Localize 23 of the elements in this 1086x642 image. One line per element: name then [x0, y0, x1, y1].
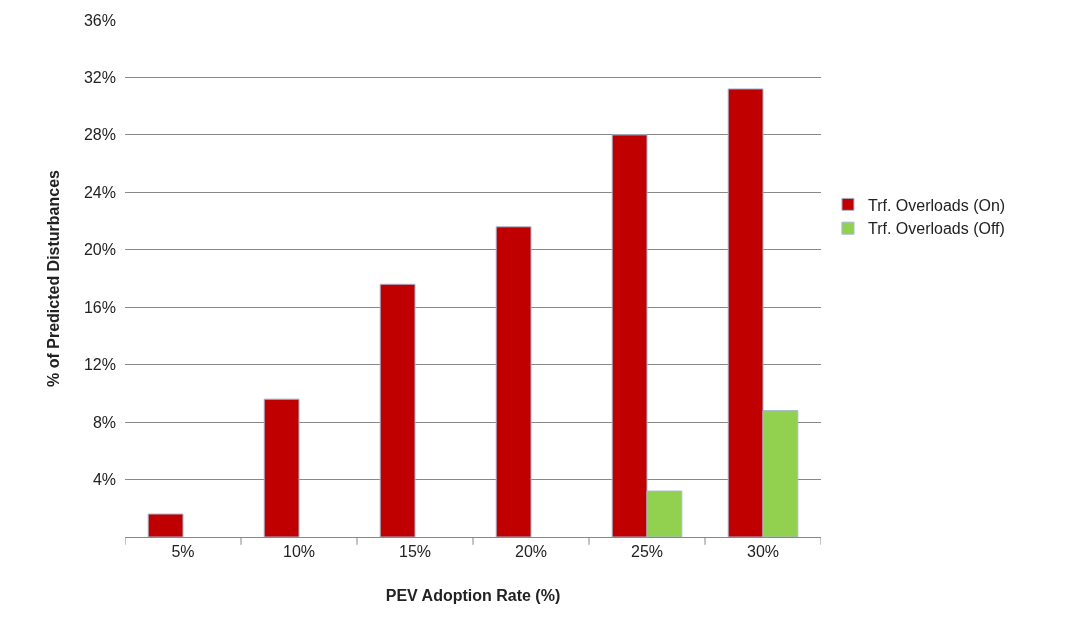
x-tick-label: 5% — [171, 543, 195, 561]
x-tick-label: 10% — [282, 543, 316, 561]
x-tick-label: 30% — [746, 543, 780, 561]
y-axis-title: % of Predicted Disturbances — [44, 169, 62, 387]
y-tick-label: 12% — [83, 356, 116, 374]
x-axis-title: PEV Adoption Rate (%) — [385, 586, 561, 604]
y-tick-label: 20% — [83, 241, 116, 259]
bar — [147, 513, 184, 537]
y-tick-label: 16% — [83, 298, 116, 316]
y-tick-label: 8% — [92, 413, 116, 431]
x-tick-label: 15% — [398, 543, 432, 561]
y-tick-label: 28% — [83, 126, 116, 144]
legend-label: Trf. Overloads (Off) — [867, 220, 1005, 238]
y-tick-label: 4% — [92, 471, 116, 489]
y-tick-label: 36% — [83, 11, 116, 29]
x-tick-label: 25% — [630, 543, 664, 561]
bar — [263, 398, 300, 537]
bar — [495, 226, 532, 537]
y-tick-label: 24% — [83, 183, 116, 201]
y-tick-label: 32% — [83, 69, 116, 87]
x-tick-label: 20% — [514, 543, 548, 561]
legend-label: Trf. Overloads (On) — [867, 196, 1006, 214]
bar — [379, 283, 416, 537]
